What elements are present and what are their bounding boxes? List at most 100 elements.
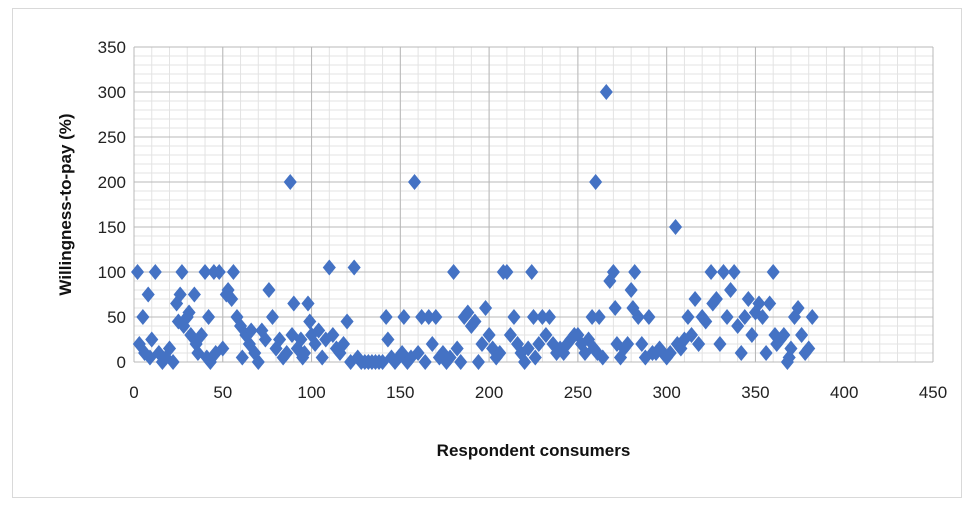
data-point: [418, 354, 432, 370]
data-point: [731, 318, 745, 334]
data-point: [202, 309, 216, 325]
data-point: [461, 304, 475, 321]
data-point: [791, 300, 805, 316]
data-point: [748, 304, 763, 321]
data-point: [755, 309, 770, 325]
data-point: [777, 327, 791, 343]
data-point: [638, 349, 652, 366]
data-point: [482, 327, 496, 343]
data-point: [304, 327, 319, 343]
data-point: [429, 309, 443, 325]
data-point: [479, 300, 493, 316]
x-tick-label: 150: [386, 383, 414, 402]
data-point: [642, 309, 656, 325]
data-point: [752, 295, 766, 312]
data-point: [734, 345, 748, 361]
data-point: [447, 264, 461, 280]
data-point: [132, 336, 146, 352]
data-point: [766, 264, 780, 280]
data-point: [507, 309, 521, 325]
x-tick-label: 450: [919, 383, 947, 402]
data-point: [581, 331, 596, 348]
data-point: [518, 354, 532, 370]
data-point: [631, 309, 645, 325]
data-point: [585, 309, 599, 325]
data-point: [415, 309, 429, 325]
y-tick-label: 250: [98, 128, 126, 147]
data-point: [308, 336, 322, 352]
data-point: [493, 345, 507, 361]
data-point: [724, 282, 738, 298]
data-point: [617, 340, 631, 357]
data-point: [773, 331, 787, 348]
y-tick-label: 0: [117, 353, 126, 372]
x-axis-label: Respondent consumers: [437, 441, 631, 460]
data-point: [745, 327, 759, 343]
x-tick-label: 250: [564, 383, 592, 402]
data-point: [471, 354, 486, 370]
data-point: [606, 264, 620, 280]
data-point: [280, 345, 294, 361]
x-tick-label: 200: [475, 383, 503, 402]
data-point: [422, 309, 436, 325]
x-tick-label: 350: [741, 383, 769, 402]
data-point: [599, 84, 613, 100]
data-point: [381, 331, 395, 348]
data-point: [326, 327, 340, 343]
data-point: [738, 309, 752, 325]
y-tick-label: 350: [98, 38, 126, 57]
data-point: [663, 345, 677, 361]
x-axis-ticks: 0 50 100 150 200 250 300 350 400 450: [129, 383, 947, 402]
data-point: [162, 340, 177, 357]
data-point: [136, 309, 150, 325]
y-tick-label: 300: [98, 83, 126, 102]
data-point: [528, 349, 542, 366]
data-point: [608, 300, 622, 316]
data-point: [340, 313, 354, 330]
data-point: [248, 345, 262, 361]
data-point: [273, 331, 287, 348]
data-point: [653, 340, 667, 357]
data-point: [681, 309, 695, 325]
data-point: [315, 349, 329, 366]
data-point: [628, 264, 642, 280]
y-tick-label: 100: [98, 263, 126, 282]
data-point: [297, 345, 312, 361]
data-point: [621, 336, 635, 352]
data-point: [596, 349, 610, 366]
data-point: [635, 336, 649, 352]
data-point: [674, 340, 688, 357]
data-point: [649, 345, 663, 361]
data-point: [589, 174, 603, 190]
data-point: [312, 322, 326, 339]
data-point: [397, 309, 411, 325]
data-point: [443, 349, 457, 366]
y-tick-label: 150: [98, 218, 126, 237]
data-point: [198, 264, 212, 280]
data-point: [720, 309, 734, 325]
data-point: [235, 349, 249, 366]
data-point: [166, 354, 180, 370]
data-point: [425, 336, 439, 352]
data-point: [283, 174, 297, 190]
data-point: [727, 264, 741, 280]
data-point: [613, 349, 628, 366]
data-point: [182, 304, 196, 321]
data-point: [226, 264, 240, 280]
chart-frame: 0 50 100 150 200 250 300 350 400 450 0 50 100 150 200…: [12, 8, 962, 498]
data-point: [692, 336, 706, 352]
data-point: [294, 331, 308, 348]
data-point: [251, 354, 265, 370]
data-point: [145, 331, 159, 348]
data-point: [784, 340, 798, 357]
data-point: [624, 282, 638, 298]
data-point: [322, 259, 336, 276]
data-point: [265, 309, 280, 325]
data-point: [225, 291, 239, 307]
y-axis-label: Willingness-to-pay (%): [56, 113, 75, 295]
data-point: [258, 331, 272, 348]
data-point: [668, 219, 683, 235]
x-tick-label: 50: [213, 383, 232, 402]
data-point: [187, 286, 201, 303]
data-point: [542, 309, 557, 325]
